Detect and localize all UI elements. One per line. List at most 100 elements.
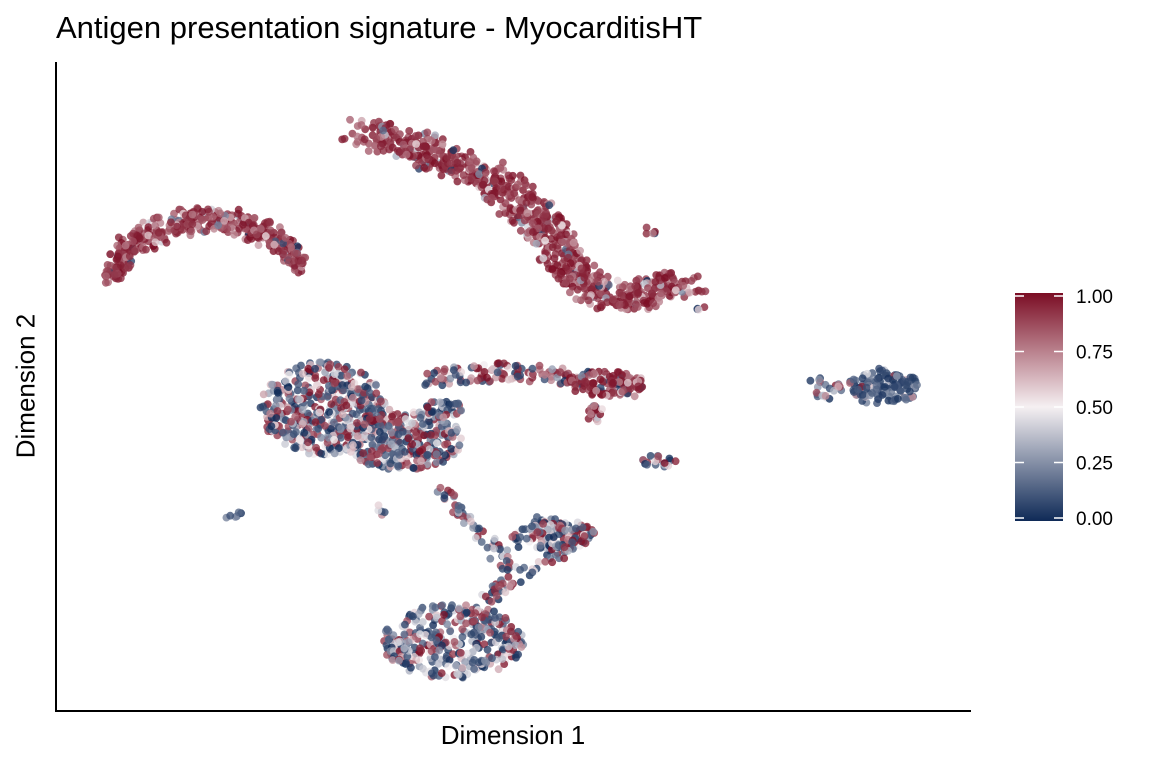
data-point (391, 125, 399, 134)
data-point (394, 430, 403, 439)
data-point (284, 383, 293, 391)
data-point (475, 524, 483, 533)
data-point (469, 524, 477, 532)
data-point (380, 508, 389, 517)
data-point (419, 664, 427, 673)
data-point (556, 368, 565, 376)
data-point (361, 382, 370, 391)
data-point (858, 374, 867, 383)
data-point (353, 419, 361, 427)
data-point (417, 463, 426, 472)
data-point (425, 417, 433, 426)
data-point (477, 538, 486, 546)
data-point (457, 406, 465, 415)
data-point (590, 402, 598, 410)
data-point (630, 392, 639, 401)
data-point (330, 449, 339, 458)
data-point (440, 491, 449, 500)
data-point (624, 372, 632, 381)
data-point (284, 405, 292, 414)
data-point (198, 207, 207, 216)
chart-title: Antigen presentation signature - Myocard… (56, 10, 703, 45)
data-point (420, 163, 429, 172)
data-point (409, 612, 417, 621)
data-point (234, 205, 243, 214)
data-point (234, 508, 243, 517)
data-point (347, 382, 356, 391)
data-point (316, 358, 325, 367)
color-legend-label: 1.00 (1076, 287, 1113, 308)
data-point (551, 250, 560, 258)
data-point (399, 140, 408, 149)
data-point (151, 238, 160, 247)
data-point (470, 665, 478, 673)
data-point (262, 232, 270, 240)
data-point (298, 256, 306, 265)
data-point (492, 592, 501, 600)
data-point (547, 372, 555, 381)
data-point (349, 393, 357, 402)
data-point (578, 523, 587, 532)
data-point (394, 462, 402, 471)
data-point (270, 240, 279, 249)
data-point (660, 459, 669, 467)
data-point (441, 451, 450, 460)
data-point (388, 143, 397, 152)
data-point (421, 142, 430, 151)
data-point (490, 167, 498, 176)
data-point (543, 259, 552, 268)
data-point (462, 378, 470, 387)
data-point (359, 449, 368, 457)
data-point (130, 247, 139, 255)
data-point (558, 221, 566, 230)
data-point (522, 534, 531, 543)
data-point (634, 289, 642, 297)
data-point (291, 412, 300, 421)
data-point (427, 431, 435, 439)
data-point (594, 278, 602, 286)
data-point (384, 422, 393, 430)
data-point (458, 625, 467, 634)
data-point (626, 384, 635, 393)
data-point (293, 386, 302, 395)
data-point (571, 380, 580, 389)
data-point (884, 396, 893, 405)
data-point (821, 392, 830, 400)
data-point (438, 601, 447, 610)
data-point (101, 278, 110, 287)
data-point (401, 620, 409, 629)
data-point (372, 389, 381, 398)
data-point (285, 370, 293, 379)
data-point (504, 375, 513, 384)
data-point (609, 379, 617, 387)
data-point (343, 372, 352, 380)
data-point (439, 413, 448, 422)
data-point (334, 363, 343, 371)
data-point (560, 543, 569, 552)
data-point (539, 254, 548, 263)
data-point (572, 524, 580, 533)
data-point (339, 386, 348, 395)
data-point (890, 382, 899, 391)
data-point (478, 613, 486, 622)
data-point (481, 168, 490, 177)
data-point (446, 627, 455, 636)
data-point (439, 458, 447, 466)
data-point (298, 406, 307, 414)
data-point (598, 390, 607, 399)
data-point (402, 150, 411, 159)
data-point (388, 656, 397, 664)
data-point (880, 383, 889, 391)
data-point (360, 431, 369, 439)
data-point (116, 261, 125, 270)
data-point (580, 532, 589, 541)
data-point (445, 656, 454, 664)
data-point (467, 630, 476, 639)
data-point (610, 389, 619, 397)
data-point (451, 370, 460, 379)
data-point (486, 628, 494, 637)
data-point (396, 438, 404, 447)
data-point (446, 374, 455, 383)
data-point (436, 398, 444, 407)
data-point (646, 452, 655, 460)
